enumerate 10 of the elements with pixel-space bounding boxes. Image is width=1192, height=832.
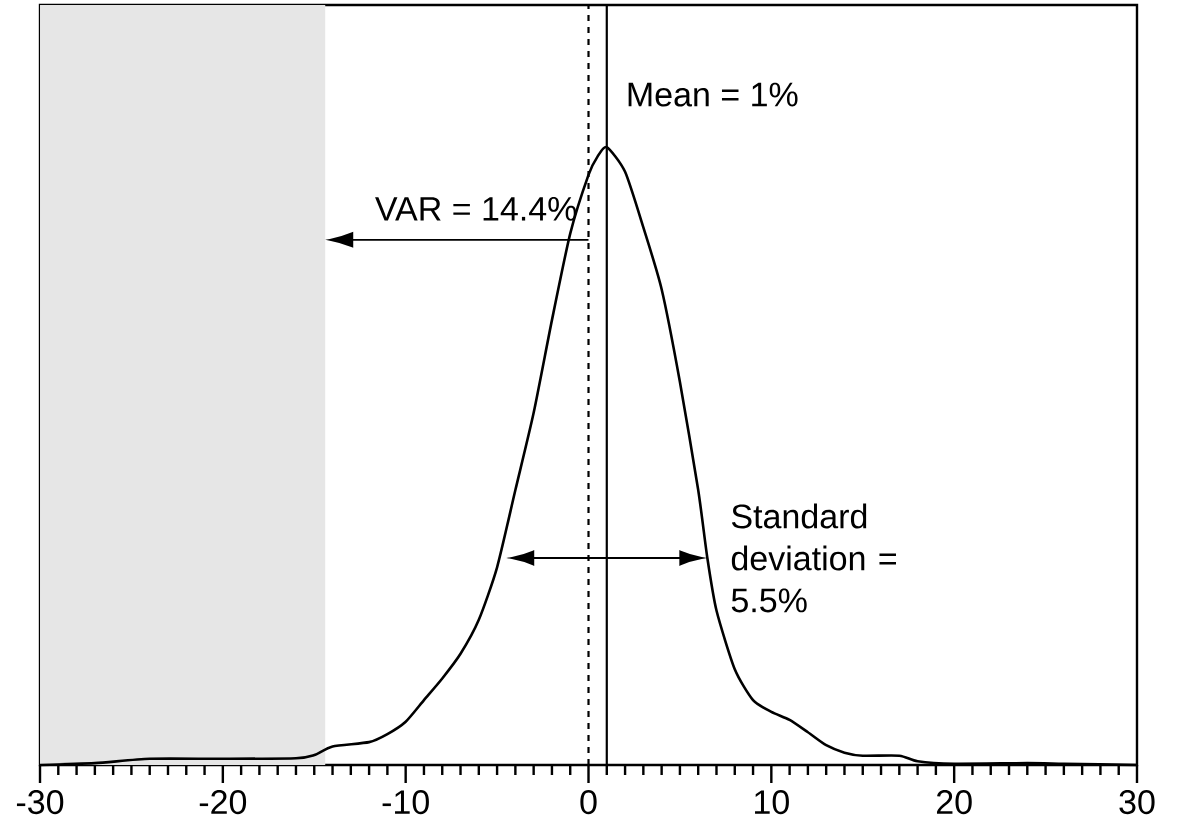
ref-line-label: Mean = 1% bbox=[628, 82, 798, 107]
x-tick-label: 10 bbox=[755, 790, 789, 815]
x-tick-label: -10 bbox=[382, 790, 429, 815]
x-tick-label: -30 bbox=[16, 790, 64, 815]
annotation: Standard deviation = 5.5% bbox=[731, 503, 896, 613]
x-tick-label: 20 bbox=[936, 790, 972, 815]
x-tick-label: -20 bbox=[199, 790, 247, 815]
x-tick-label: 30 bbox=[1119, 790, 1155, 815]
annotation: VAR = 14.4% bbox=[375, 196, 577, 221]
x-tick-label: 0 bbox=[580, 790, 597, 815]
